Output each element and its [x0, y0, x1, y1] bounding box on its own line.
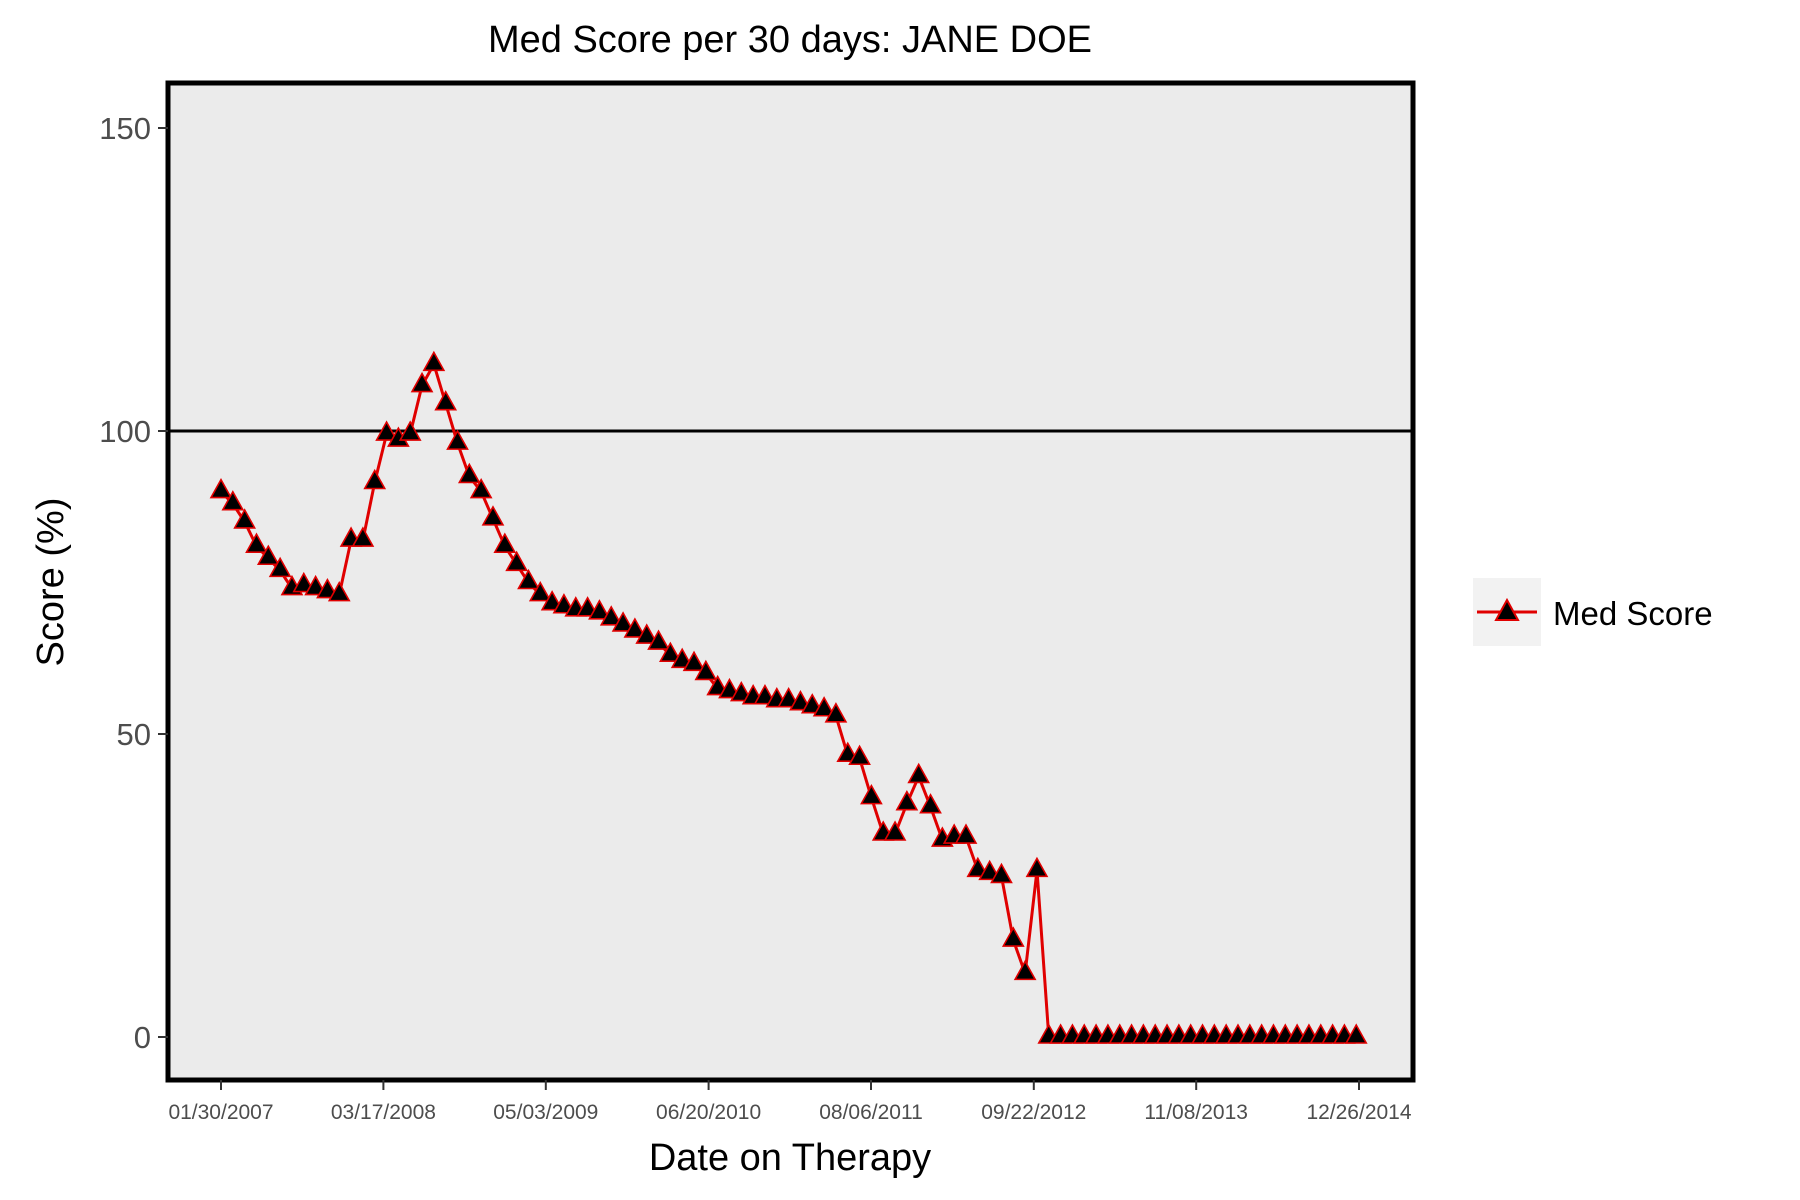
legend-key-marker — [1494, 597, 1520, 621]
data-point-marker — [221, 490, 245, 511]
data-point-marker — [363, 468, 387, 490]
data-point-marker — [316, 577, 339, 599]
y-tick-label: 100 — [99, 414, 151, 449]
data-point-marker — [493, 532, 517, 553]
x-tick-label: 06/20/2010 — [656, 1101, 761, 1124]
data-point-marker — [576, 596, 599, 617]
data-point-marker — [753, 683, 777, 705]
data-point-marker — [990, 862, 1013, 884]
series-markers — [209, 350, 1368, 1044]
y-axis: 0 50 100 150 — [99, 111, 168, 1055]
data-point-marker — [540, 590, 564, 611]
data-point-marker — [883, 820, 907, 841]
data-point-marker — [718, 677, 741, 699]
x-axis-title: Date on Therapy — [649, 1137, 931, 1179]
data-point-marker — [446, 429, 469, 450]
data-point-marker — [552, 593, 576, 614]
data-point-marker — [729, 680, 753, 702]
data-point-marker — [659, 641, 682, 663]
x-tick-label: 08/06/2011 — [819, 1101, 923, 1124]
data-point-marker — [588, 599, 611, 620]
data-point-marker — [327, 580, 351, 602]
data-point-marker — [1344, 1023, 1368, 1044]
data-point-marker — [623, 617, 647, 638]
data-point-marker — [907, 762, 931, 784]
data-point-marker — [398, 420, 422, 441]
x-axis: 01/30/2007 03/17/2008 05/03/2009 06/20/2010… — [168, 1080, 1412, 1124]
data-point-marker — [682, 650, 706, 672]
data-point-marker — [860, 783, 883, 805]
legend-label-med-score: Med Score — [1553, 595, 1713, 632]
data-point-marker — [1013, 959, 1037, 981]
data-point-marker — [895, 790, 919, 811]
y-tick-label: 0 — [134, 1020, 151, 1055]
data-point-marker — [375, 420, 398, 441]
data-point-marker — [789, 690, 812, 711]
data-point-marker — [268, 556, 292, 578]
data-point-marker — [256, 544, 280, 566]
chart-title: Med Score per 30 days: JANE DOE — [488, 19, 1092, 61]
data-point-marker — [209, 477, 233, 499]
data-point-marker — [1001, 926, 1025, 947]
x-tick-label: 03/17/2008 — [331, 1101, 436, 1124]
data-point-marker — [1025, 856, 1049, 878]
data-point-marker — [517, 568, 540, 590]
data-point-marker — [434, 390, 458, 411]
y-tick-label: 150 — [99, 111, 151, 146]
data-point-marker — [611, 611, 635, 632]
data-point-marker — [528, 580, 552, 602]
data-point-marker — [457, 462, 481, 484]
data-point-marker — [599, 605, 623, 626]
data-point-marker — [706, 674, 730, 696]
data-point-marker — [647, 629, 670, 650]
x-tick-label: 11/08/2013 — [1144, 1101, 1248, 1124]
x-tick-label: 01/30/2007 — [168, 1101, 273, 1124]
data-point-marker — [954, 823, 978, 844]
data-point-marker — [836, 741, 860, 763]
data-point-marker — [351, 526, 375, 547]
data-point-marker — [848, 744, 871, 766]
y-tick-label: 50 — [117, 717, 151, 752]
data-point-marker — [233, 508, 257, 529]
data-point-marker — [481, 505, 505, 526]
data-point-marker — [422, 350, 446, 372]
data-point-marker — [410, 371, 434, 393]
data-point-marker — [505, 550, 528, 572]
data-point-marker — [966, 856, 990, 878]
plot-panel — [165, 80, 1416, 1083]
data-point-marker — [245, 532, 268, 553]
data-point-marker — [670, 647, 694, 669]
data-point-marker — [824, 702, 848, 723]
data-point-marker — [292, 571, 316, 593]
data-point-marker — [777, 687, 800, 708]
legend: Med Score — [1473, 578, 1713, 646]
data-point-marker — [919, 793, 942, 814]
y-axis-title: Score (%) — [30, 498, 72, 667]
x-tick-label: 12/26/2014 — [1306, 1101, 1411, 1124]
data-point-marker — [978, 859, 1002, 881]
data-point-marker — [635, 623, 659, 644]
data-point-marker — [694, 659, 718, 681]
data-point-marker — [800, 693, 824, 714]
data-point-marker — [812, 696, 836, 717]
data-point-marker — [304, 574, 327, 596]
data-point-marker — [469, 477, 493, 499]
x-tick-label: 05/03/2009 — [493, 1101, 598, 1124]
x-tick-label: 09/22/2012 — [981, 1101, 1086, 1124]
